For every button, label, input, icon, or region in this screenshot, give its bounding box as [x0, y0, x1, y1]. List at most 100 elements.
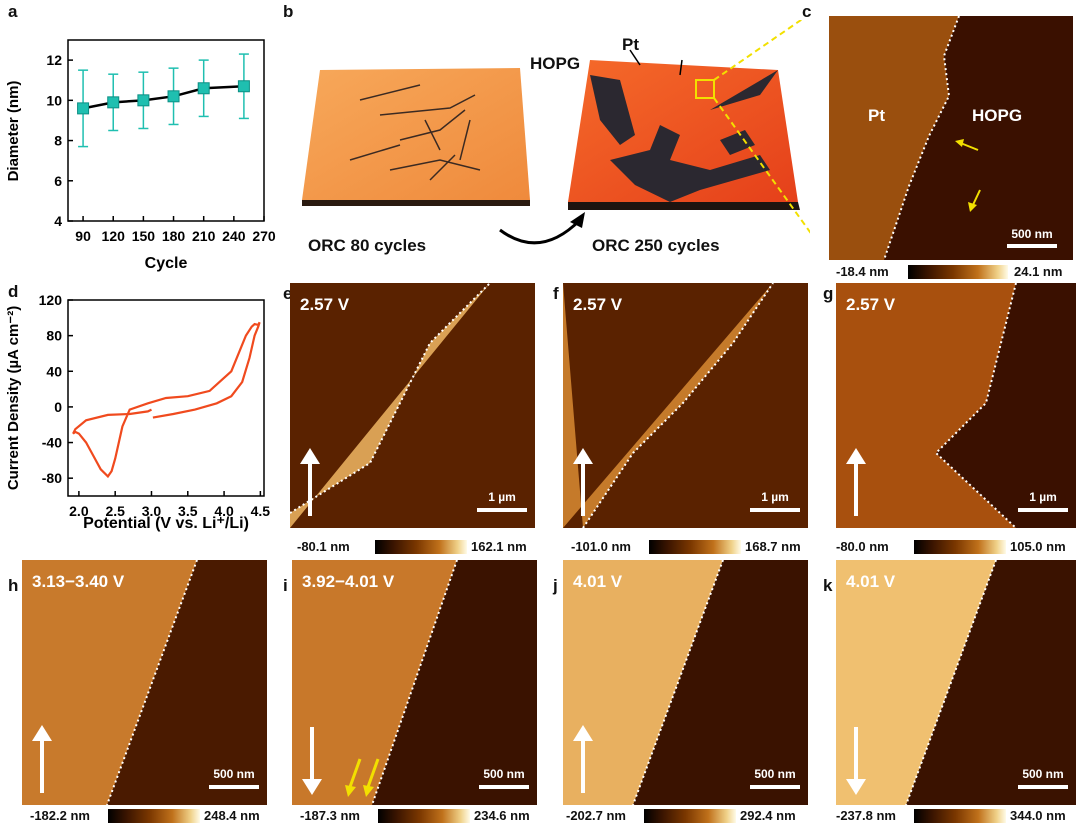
afm-image-c — [829, 16, 1073, 260]
chart-a-point — [237, 80, 250, 93]
panel-label-k: k — [823, 576, 833, 595]
panel-label-a: a — [8, 2, 18, 21]
scalebar-label-g: 1 µm — [1029, 490, 1057, 504]
colorbar-min-h: -182.2 nm — [30, 808, 90, 823]
scan-direction-up-icon — [32, 725, 52, 793]
panel-label-j: j — [553, 576, 558, 595]
zoom-box — [695, 79, 715, 99]
scalebar-label-c: 500 nm — [1011, 227, 1053, 241]
chart-d-xtick-label: 3.5 — [178, 503, 198, 519]
diameter-chart: 90 120 150 180 210 240 270 4 6 8 10 12 Cycle Diamet… — [5, 39, 276, 272]
colorbar-c: -18.4 nm 24.1 nm — [836, 265, 1076, 279]
chart-a-point — [77, 102, 90, 115]
colorbar-min-f: -101.0 nm — [571, 539, 631, 554]
label-hopg-b: HOPG — [530, 54, 581, 73]
colorbar-max-i: 234.6 nm — [474, 808, 530, 823]
label-hopg-c: HOPG — [972, 106, 1023, 125]
chart-d-ytick-label: 0 — [54, 399, 62, 415]
cv-chart: 2.0 2.5 3.0 3.5 4.0 4.5 -80 -40 0 40 80 120 Potenti… — [5, 292, 271, 532]
chart-a-ytick-label: 12 — [46, 52, 62, 68]
chart-a-xtick-label: 270 — [252, 228, 276, 244]
chart-d-frame — [67, 299, 265, 497]
colorbar-e: -80.1 nm 162.1 nm — [297, 540, 537, 554]
chart-d-ticks: 2.0 2.5 3.0 3.5 4.0 4.5 -80 -40 0 40 80 120 — [39, 292, 271, 519]
orc250-hopg-regions — [590, 70, 778, 202]
colorbar-min-k: -237.8 nm — [836, 808, 896, 823]
scalebar-g — [1018, 508, 1068, 512]
colorbar-min-c: -18.4 nm — [836, 264, 889, 279]
chart-a-xtick-label: 210 — [192, 228, 216, 244]
arrow-head — [570, 212, 585, 228]
chart-d-ytick-label: -80 — [42, 470, 62, 486]
chart-d-xlabel: Potential (V vs. Li⁺/Li) — [83, 515, 249, 532]
label-pt-b: Pt — [622, 35, 639, 54]
scalebar-label-f: 1 µm — [761, 490, 789, 504]
chart-a-ylabel: Diameter (nm) — [5, 81, 22, 182]
arrow-curve — [499, 218, 582, 245]
panel-label-d: d — [8, 282, 19, 301]
chart-a-xtick-label: 240 — [222, 228, 246, 244]
colorbar-f: -101.0 nm 168.7 nm — [571, 540, 811, 554]
chart-a-point — [167, 90, 180, 103]
chart-a-ytick-label: 6 — [54, 173, 62, 189]
panel-label-h: h — [8, 576, 19, 595]
voltage-label-i: 3.92−4.01 V — [302, 572, 395, 591]
chart-a-xlabel: Cycle — [145, 255, 188, 272]
colorbar-k: -237.8 nm 344.0 nm — [836, 809, 1076, 823]
scalebar-label-j: 500 nm — [754, 767, 796, 781]
chart-a-point — [137, 94, 150, 107]
voltage-label-g: 2.57 V — [846, 295, 896, 314]
scalebar-label-h: 500 nm — [213, 767, 255, 781]
scalebar-label-k: 500 nm — [1022, 767, 1064, 781]
chart-a-xtick-label: 120 — [102, 228, 126, 244]
orc80-cracks — [349, 84, 481, 181]
chart-a-marks — [77, 53, 250, 148]
yellow-arrows-i — [345, 758, 380, 797]
chart-a-line — [82, 85, 244, 110]
colorbar-max-c: 24.1 nm — [1014, 264, 1063, 279]
afm-image-e — [290, 283, 535, 528]
chart-d-xtick-label: 4.0 — [214, 503, 234, 519]
chart-a-ytick-label: 8 — [54, 133, 62, 149]
scalebar-e — [477, 508, 527, 512]
voltage-label-f: 2.57 V — [573, 295, 623, 314]
chart-a-xtick-label: 180 — [162, 228, 186, 244]
chart-a-frame — [67, 39, 265, 222]
panel-label-b: b — [283, 2, 294, 21]
scalebar-label-i: 500 nm — [483, 767, 525, 781]
chart-d-xtick-label: 2.5 — [105, 503, 125, 519]
afm-image-h — [22, 560, 267, 805]
chart-a-xtick-label: 90 — [75, 228, 91, 244]
scalebar-i — [479, 785, 529, 789]
scan-direction-up-icon — [573, 725, 593, 793]
caption-orc80: ORC 80 cycles — [308, 236, 427, 255]
panel-label-g: g — [823, 284, 834, 303]
afm-image-g — [836, 283, 1076, 528]
colorbar-max-k: 344.0 nm — [1010, 808, 1066, 823]
colorbar-max-g: 105.0 nm — [1010, 539, 1066, 554]
scalebar-h — [209, 785, 259, 789]
chart-d-ytick-label: 80 — [46, 328, 62, 344]
chart-a-point — [197, 82, 210, 95]
chart-a-ytick-label: 10 — [46, 92, 62, 108]
cv-curve — [72, 321, 261, 479]
scalebar-label-e: 1 µm — [488, 490, 516, 504]
voltage-label-e: 2.57 V — [300, 295, 350, 314]
scan-direction-up-icon — [573, 448, 593, 516]
orc80-sheet — [302, 68, 530, 200]
chart-a-point — [107, 96, 120, 109]
scalebar-k — [1018, 785, 1068, 789]
caption-orc250: ORC 250 cycles — [592, 236, 720, 255]
chart-d-ytick-label: -40 — [42, 435, 62, 451]
voltage-label-j: 4.01 V — [573, 572, 623, 591]
colorbar-min-e: -80.1 nm — [297, 539, 350, 554]
chart-d-xtick-label: 4.5 — [251, 503, 271, 519]
chart-d-xtick-label: 2.0 — [69, 503, 89, 519]
panel-label-i: i — [283, 576, 288, 595]
colorbar-min-i: -187.3 nm — [300, 808, 360, 823]
colorbar-min-j: -202.7 nm — [566, 808, 626, 823]
colorbar-max-j: 292.4 nm — [740, 808, 796, 823]
scan-direction-up-icon — [300, 448, 320, 516]
scalebar-c — [1007, 244, 1057, 248]
voltage-label-k: 4.01 V — [846, 572, 896, 591]
